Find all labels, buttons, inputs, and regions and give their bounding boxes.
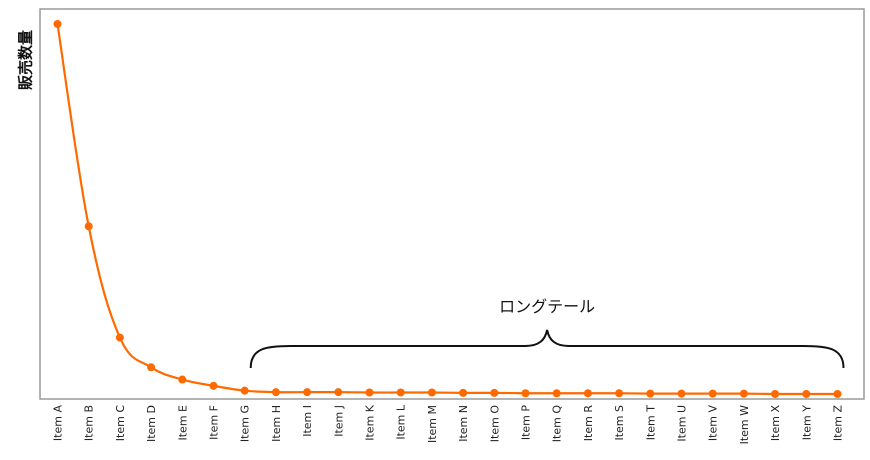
data-point-item-j — [334, 388, 343, 397]
x-tick-label: Item V — [707, 405, 720, 442]
data-point-item-x — [771, 390, 780, 398]
x-tick-label: Item L — [395, 404, 408, 440]
data-point-item-m — [427, 388, 436, 397]
long-tail-brace — [249, 329, 845, 369]
y-axis-label: 販売数量 — [17, 30, 35, 90]
x-tick-label: Item G — [239, 405, 252, 442]
x-tick-label: Item S — [613, 405, 626, 441]
x-tick-label: Item C — [114, 405, 127, 442]
x-tick-label: Item O — [488, 405, 501, 443]
x-tick-label: Item Q — [551, 405, 564, 443]
series-group — [53, 20, 842, 398]
data-point-item-l — [396, 388, 405, 397]
long-tail-annotation: ロングテール — [249, 297, 845, 369]
x-tick-label: Item E — [176, 405, 189, 441]
data-point-item-f — [209, 381, 218, 390]
long-tail-label: ロングテール — [499, 297, 595, 316]
data-point-item-p — [521, 389, 530, 398]
x-tick-label: Item H — [270, 405, 283, 442]
data-point-item-d — [147, 363, 156, 372]
x-tick-label: Item A — [52, 405, 65, 442]
data-point-item-v — [708, 389, 717, 398]
data-point-item-e — [178, 375, 187, 384]
series-markers — [53, 20, 842, 398]
data-point-item-w — [739, 389, 748, 398]
data-point-item-u — [677, 389, 686, 398]
x-tick-label: Item R — [582, 405, 595, 442]
x-tick-label: Item J — [332, 405, 345, 437]
data-point-item-k — [365, 388, 374, 397]
x-tick-label: Item T — [644, 405, 657, 441]
x-tick-label: Item Z — [832, 405, 845, 442]
data-point-item-q — [552, 389, 561, 398]
x-tick-label: Item M — [426, 405, 439, 443]
data-point-item-z — [833, 390, 842, 398]
x-tick-labels: Item A Item B Item C Item D Item E Item F Item… — [52, 404, 845, 444]
data-point-item-n — [459, 388, 468, 397]
data-point-item-i — [303, 388, 312, 397]
data-point-item-g — [240, 386, 249, 395]
data-point-item-o — [490, 388, 499, 397]
data-point-item-y — [802, 390, 811, 398]
data-point-item-c — [115, 333, 124, 342]
x-tick-label: Item W — [738, 405, 751, 445]
data-point-item-b — [84, 222, 93, 231]
data-point-item-r — [583, 389, 592, 398]
x-tick-label: Item I — [301, 405, 314, 437]
x-tick-label: Item F — [208, 405, 221, 440]
x-tick-label: Item N — [457, 405, 470, 442]
x-tick-label: Item U — [676, 405, 689, 442]
x-tick-label: Item P — [520, 405, 533, 441]
data-point-item-s — [615, 389, 624, 398]
x-tick-label: Item K — [364, 404, 377, 441]
data-point-item-t — [646, 389, 655, 398]
x-tick-label: Item Y — [800, 405, 813, 441]
data-point-item-h — [271, 388, 280, 397]
plot-area-frame — [39, 8, 865, 400]
data-point-item-a — [53, 20, 62, 28]
x-tick-label: Item B — [83, 405, 96, 441]
x-tick-label: Item D — [145, 405, 158, 442]
x-tick-label: Item X — [769, 405, 782, 442]
